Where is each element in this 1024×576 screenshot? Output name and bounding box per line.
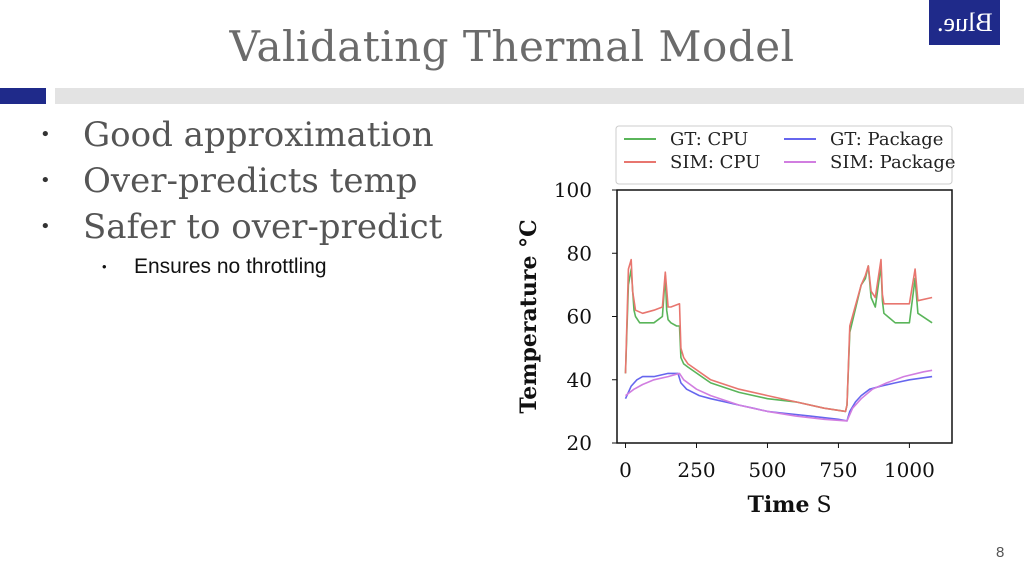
bullet-safer: Safer to over-predict [40,204,442,250]
y-tick-label-80: 80 [567,241,592,265]
title-rule-bar [55,88,1024,104]
blue-logo: Blue. [929,0,1000,45]
y-tick-label-20: 20 [567,431,592,455]
bullet-over-predicts: Over-predicts temp [40,158,442,204]
legend-box [615,125,953,185]
legend-label-3: SIM: Package [830,152,956,173]
x-tick-label-0: 0 [619,458,632,482]
y-axis-label: Temperature °C [516,219,542,413]
series-line-3 [625,369,933,422]
y-tick-label-40: 40 [567,368,592,392]
sub-bullet-no-throttling: Ensures no throttling [40,250,442,284]
x-tick-label-750: 750 [819,458,857,482]
y-tick-label-60: 60 [567,305,592,329]
page-number: 8 [996,544,1005,561]
logo-text: Blue. [936,7,993,37]
x-tick-label-1000: 1000 [884,458,935,482]
temperature-chart: 0 250 500 750 1000 20 40 60 80 100 Time S Temperatu… [516,125,956,518]
x-tick-label-500: 500 [748,458,786,482]
bullet-good-approximation: Good approximation [40,112,442,158]
series-line-0 [624,265,933,413]
series-line-1 [624,258,933,413]
x-axis-label: Time S [747,492,831,518]
bullet-list: Good approximation Over-predicts temp Sa… [40,112,442,284]
legend-label-2: GT: Package [830,129,943,150]
slide-title: Validating Thermal Model [229,22,795,71]
legend-label-0: GT: CPU [670,129,748,150]
title-rule-accent [0,88,46,104]
y-tick-label-100: 100 [554,178,592,202]
legend-label-1: SIM: CPU [670,152,760,173]
x-tick-label-250: 250 [677,458,715,482]
